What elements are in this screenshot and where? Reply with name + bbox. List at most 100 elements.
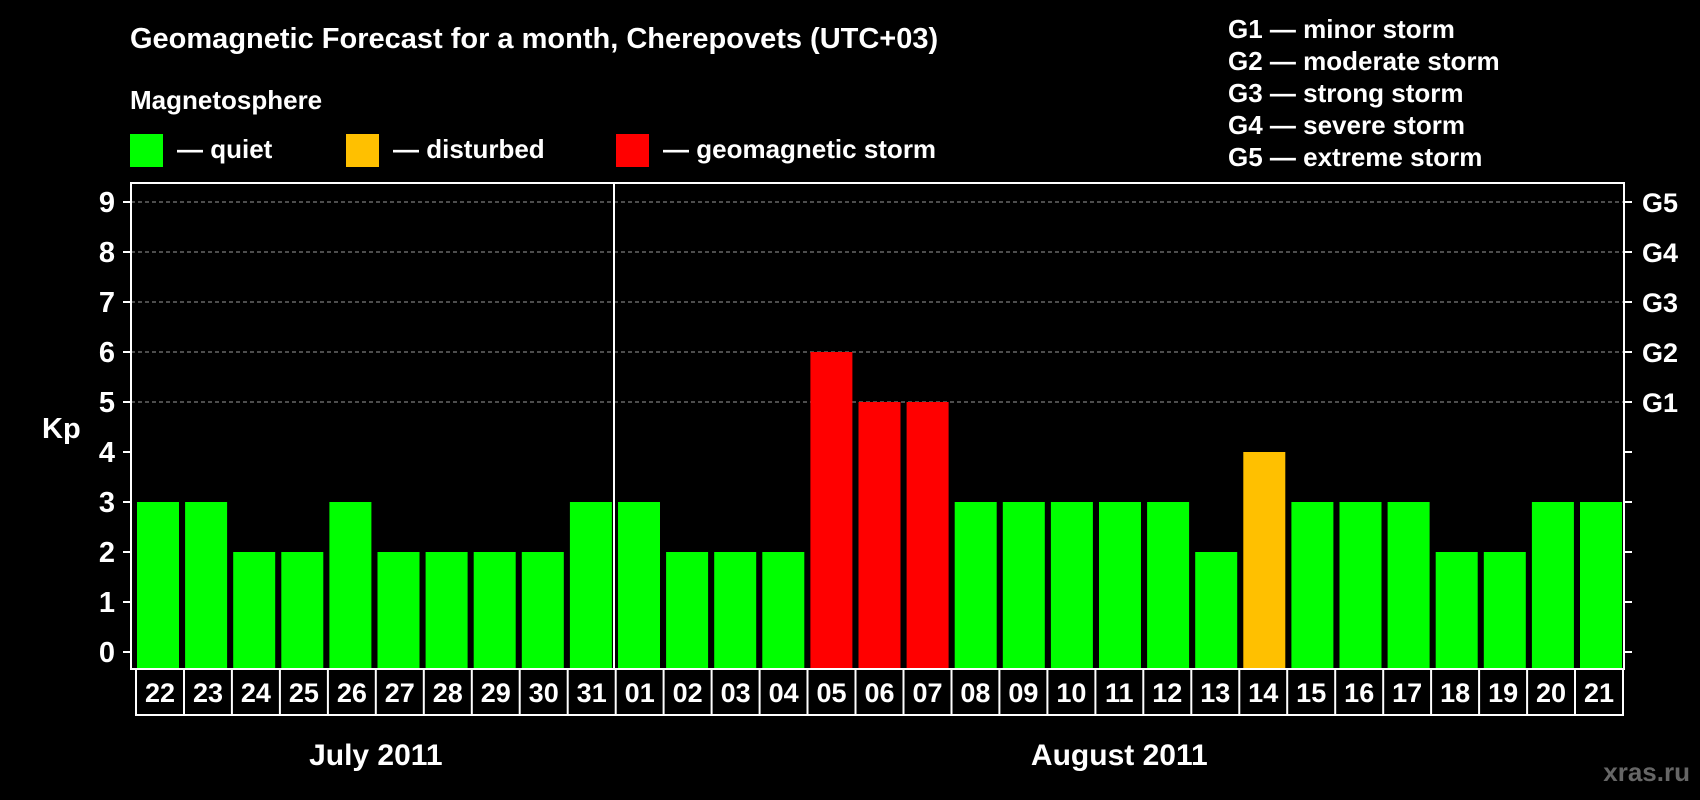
bar-01 <box>618 502 660 668</box>
day-label-03: 03 <box>721 678 751 708</box>
legend: — quiet — disturbed — geomagnetic storm <box>130 134 936 167</box>
day-label-16: 16 <box>1344 678 1374 708</box>
y-tick-label-1: 1 <box>99 587 115 619</box>
day-label-24: 24 <box>241 678 271 708</box>
g-tick-label-G1: G1 <box>1642 388 1678 418</box>
day-label-04: 04 <box>769 678 799 708</box>
day-label-22: 22 <box>145 678 175 708</box>
legend-swatch-0 <box>130 134 163 167</box>
day-label-19: 19 <box>1488 678 1518 708</box>
g-tick-label-G2: G2 <box>1642 338 1678 368</box>
y-tick-label-8: 8 <box>99 237 115 269</box>
y-tick-label-7: 7 <box>99 287 115 319</box>
bar-03 <box>714 552 757 668</box>
bar-30 <box>521 552 564 668</box>
y-tick-label-5: 5 <box>99 387 115 419</box>
bar-09 <box>1002 502 1045 668</box>
bar-31 <box>569 502 612 668</box>
day-label-12: 12 <box>1152 678 1182 708</box>
legend-label-1: — disturbed <box>393 134 545 164</box>
scale-note-3: G4 — severe storm <box>1228 110 1465 140</box>
bar-21 <box>1580 502 1622 668</box>
day-label-15: 15 <box>1296 678 1326 708</box>
day-label-23: 23 <box>193 678 223 708</box>
y-tick-label-9: 9 <box>99 187 115 219</box>
month-label-0: July 2011 <box>309 739 442 772</box>
bar-25 <box>281 552 324 668</box>
day-label-09: 09 <box>1008 678 1038 708</box>
day-label-14: 14 <box>1248 678 1278 708</box>
day-label-08: 08 <box>960 678 990 708</box>
month-label-1: August 2011 <box>1031 739 1208 772</box>
g-tick-label-G5: G5 <box>1642 188 1678 218</box>
bar-11 <box>1099 502 1141 668</box>
bar-27 <box>377 552 420 668</box>
scale-note-1: G2 — moderate storm <box>1228 46 1500 76</box>
bar-10 <box>1050 502 1093 668</box>
day-label-02: 02 <box>673 678 703 708</box>
bar-06 <box>858 402 901 668</box>
bar-26 <box>329 502 372 668</box>
day-label-21: 21 <box>1584 678 1614 708</box>
day-label-25: 25 <box>289 678 319 708</box>
watermark: xras.ru <box>1603 757 1690 787</box>
scale-note-2: G3 — strong storm <box>1228 78 1463 108</box>
legend-label-2: — geomagnetic storm <box>663 134 936 164</box>
chart-title: Geomagnetic Forecast for a month, Cherep… <box>130 23 938 55</box>
grid <box>131 201 1624 403</box>
legend-swatch-1 <box>346 134 379 167</box>
day-labels: 22 23 24 25 26 27 28 29 30 31 01 02 03 04 05 06 07 08 09 10… <box>135 668 1624 716</box>
g-tick-label-G4: G4 <box>1642 238 1678 268</box>
legend-swatch-2 <box>616 134 649 167</box>
day-label-31: 31 <box>577 678 607 708</box>
day-label-26: 26 <box>337 678 367 708</box>
bar-15 <box>1291 502 1334 668</box>
y-tick-label-6: 6 <box>99 337 115 369</box>
month-labels: July 2011 August 2011 <box>309 739 1208 772</box>
bar-22 <box>137 502 179 668</box>
bar-28 <box>425 552 468 668</box>
bar-14 <box>1243 452 1286 668</box>
scale-note-0: G1 — minor storm <box>1228 14 1455 44</box>
day-label-11: 11 <box>1105 678 1134 708</box>
bar-12 <box>1147 502 1190 668</box>
bar-07 <box>906 402 949 668</box>
day-label-30: 30 <box>529 678 559 708</box>
y-axis-label: Kp <box>42 413 81 445</box>
bar-19 <box>1483 552 1526 668</box>
day-label-27: 27 <box>385 678 415 708</box>
scale-note-4: G5 — extreme storm <box>1228 142 1482 172</box>
day-label-18: 18 <box>1440 678 1470 708</box>
day-label-29: 29 <box>481 678 511 708</box>
day-label-10: 10 <box>1056 678 1086 708</box>
day-label-01: 01 <box>625 678 655 708</box>
day-label-07: 07 <box>912 678 942 708</box>
bars <box>137 352 1622 668</box>
bar-02 <box>666 552 709 668</box>
bar-18 <box>1435 552 1478 668</box>
y-tick-label-2: 2 <box>99 537 115 569</box>
bar-08 <box>954 502 997 668</box>
g-axis: G1 G2 G3 G4 G5 <box>1624 188 1678 653</box>
day-label-13: 13 <box>1200 678 1230 708</box>
day-label-20: 20 <box>1536 678 1566 708</box>
bar-20 <box>1531 502 1574 668</box>
bar-24 <box>233 552 276 668</box>
bar-05 <box>810 352 853 668</box>
g-tick-label-G3: G3 <box>1642 288 1678 318</box>
y-tick-label-4: 4 <box>99 437 115 469</box>
day-label-28: 28 <box>433 678 463 708</box>
day-label-05: 05 <box>816 678 846 708</box>
y-tick-label-0: 0 <box>99 637 115 669</box>
bar-16 <box>1339 502 1382 668</box>
bar-17 <box>1387 502 1430 668</box>
bar-04 <box>762 552 805 668</box>
day-label-06: 06 <box>864 678 894 708</box>
day-label-17: 17 <box>1392 678 1422 708</box>
day-label-frame <box>135 668 1624 716</box>
chart-subtitle: Magnetosphere <box>130 85 322 115</box>
bar-13 <box>1195 552 1238 668</box>
bar-23 <box>185 502 228 668</box>
